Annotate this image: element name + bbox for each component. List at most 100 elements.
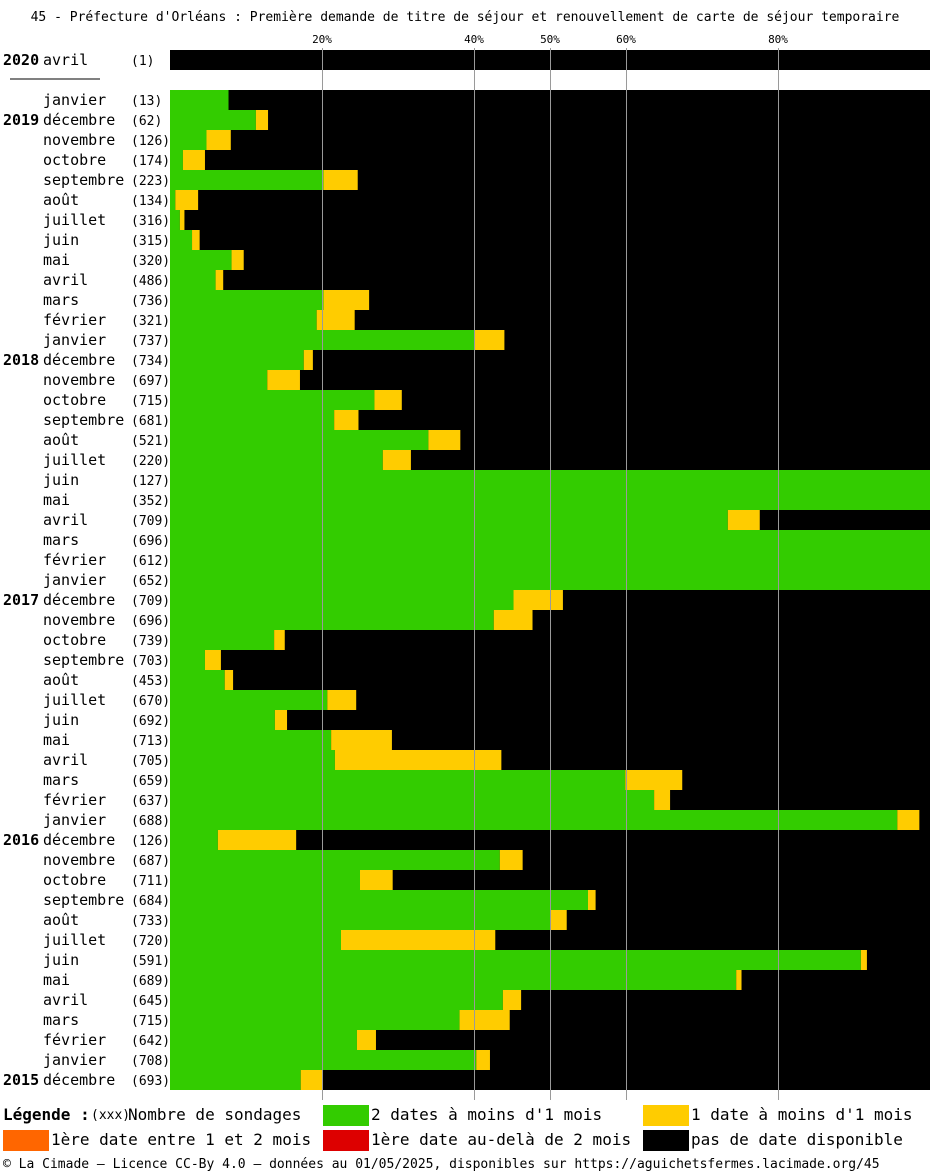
row-count-label: (736)	[131, 294, 170, 309]
row-year-label: 2019	[3, 111, 39, 129]
bar-one-date	[356, 1030, 376, 1050]
bar-one-date	[316, 310, 355, 330]
row-month-label: juillet	[43, 211, 106, 229]
bar-two-dates	[170, 730, 332, 750]
row-month-label: janvier	[43, 331, 106, 349]
row-month-label: mai	[43, 731, 70, 749]
bar-two-dates	[170, 650, 205, 670]
bar-two-dates	[170, 590, 514, 610]
row-month-label: avril	[43, 511, 88, 529]
row-month-label: mai	[43, 491, 70, 509]
legend-swatch-red	[323, 1130, 369, 1151]
row-month-label: octobre	[43, 871, 106, 889]
row-month-label: septembre	[43, 171, 124, 189]
row-month-label: septembre	[43, 891, 124, 909]
row-month-label: janvier	[43, 571, 106, 589]
bar-one-date	[274, 710, 288, 730]
bar-one-date	[459, 1010, 510, 1030]
bar-one-date	[334, 410, 359, 430]
row-count-label: (737)	[131, 334, 170, 349]
row-count-label: (62)	[131, 114, 162, 129]
row-count-label: (13)	[131, 94, 162, 109]
bar-one-date	[428, 430, 461, 450]
bar-two-dates	[170, 1050, 477, 1070]
bar-two-dates	[170, 310, 317, 330]
bar-two-dates	[170, 390, 375, 410]
row-count-label: (453)	[131, 674, 170, 689]
row-count-label: (715)	[131, 394, 170, 409]
bar-two-dates	[170, 170, 324, 190]
bar-two-dates	[170, 270, 216, 290]
bar-two-dates	[170, 230, 193, 250]
bar-two-dates	[170, 250, 232, 270]
row-month-label: février	[43, 791, 106, 809]
row-month-label: avril	[43, 271, 88, 289]
legend-label-black: pas de date disponible	[691, 1130, 903, 1149]
row-month-label: juillet	[43, 691, 106, 709]
bar-two-dates	[170, 810, 898, 830]
bar-one-date	[382, 450, 411, 470]
bar-one-date	[224, 670, 234, 690]
bar-one-date	[327, 690, 357, 710]
legend-swatch-black	[643, 1130, 689, 1151]
bar-two-dates	[170, 990, 503, 1010]
bar-one-date	[206, 130, 231, 150]
row-month-label: novembre	[43, 371, 115, 389]
row-count-label: (709)	[131, 594, 170, 609]
bar-two-dates	[170, 450, 383, 470]
row-count-label: (645)	[131, 994, 170, 1009]
legend-label-yellow: 1 date à moins d'1 mois	[691, 1105, 913, 1124]
bar-two-dates	[170, 950, 861, 970]
bar-one-date	[476, 1050, 490, 1070]
row-month-label: décembre	[43, 591, 115, 609]
row-count-label: (696)	[131, 614, 170, 629]
row-month-label: juin	[43, 711, 79, 729]
row-count-label: (697)	[131, 374, 170, 389]
bar-one-date	[493, 610, 533, 630]
row-month-label: septembre	[43, 651, 124, 669]
legend-swatch-orange	[3, 1130, 49, 1151]
x-tick-label: 20%	[312, 33, 332, 46]
bar-one-date	[736, 970, 742, 990]
bar-two-dates	[170, 350, 304, 370]
row-count-label: (220)	[131, 454, 170, 469]
bar-two-dates	[170, 90, 229, 110]
row-month-label: juillet	[43, 451, 106, 469]
x-tick-label: 50%	[540, 33, 560, 46]
row-month-label: avril	[43, 51, 88, 69]
row-month-label: février	[43, 1031, 106, 1049]
x-tick-label: 60%	[616, 33, 636, 46]
row-month-label: juillet	[43, 931, 106, 949]
row-month-label: juin	[43, 231, 79, 249]
legend-swatch-yellow	[643, 1105, 689, 1126]
row-year-label: 2015	[3, 1071, 39, 1089]
bar-one-date	[334, 750, 502, 770]
row-month-label: décembre	[43, 1071, 115, 1089]
bar-two-dates	[170, 750, 335, 770]
bar-two-dates	[170, 150, 183, 170]
row-month-label: mars	[43, 291, 79, 309]
row-month-label: mars	[43, 531, 79, 549]
bar-one-date	[300, 1070, 322, 1090]
row-year-label: 2020	[3, 51, 39, 69]
row-month-label: juin	[43, 951, 79, 969]
bar-one-date	[303, 350, 313, 370]
row-count-label: (223)	[131, 174, 170, 189]
bar-one-date	[588, 890, 596, 910]
row-count-label: (708)	[131, 1054, 170, 1069]
row-month-label: août	[43, 911, 79, 929]
row-count-label: (711)	[131, 874, 170, 889]
row-count-label: (720)	[131, 934, 170, 949]
bar-one-date	[550, 910, 567, 930]
bar-two-dates	[170, 370, 268, 390]
row-month-label: février	[43, 551, 106, 569]
row-count-label: (126)	[131, 134, 170, 149]
row-month-label: décembre	[43, 351, 115, 369]
bar-two-dates	[170, 610, 494, 630]
bar-one-date	[175, 190, 199, 210]
bar-two-dates	[170, 130, 207, 150]
row-count-label: (134)	[131, 194, 170, 209]
x-tick-label: 80%	[768, 33, 788, 46]
row-year-label: 2017	[3, 591, 39, 609]
bar-one-date	[331, 730, 392, 750]
